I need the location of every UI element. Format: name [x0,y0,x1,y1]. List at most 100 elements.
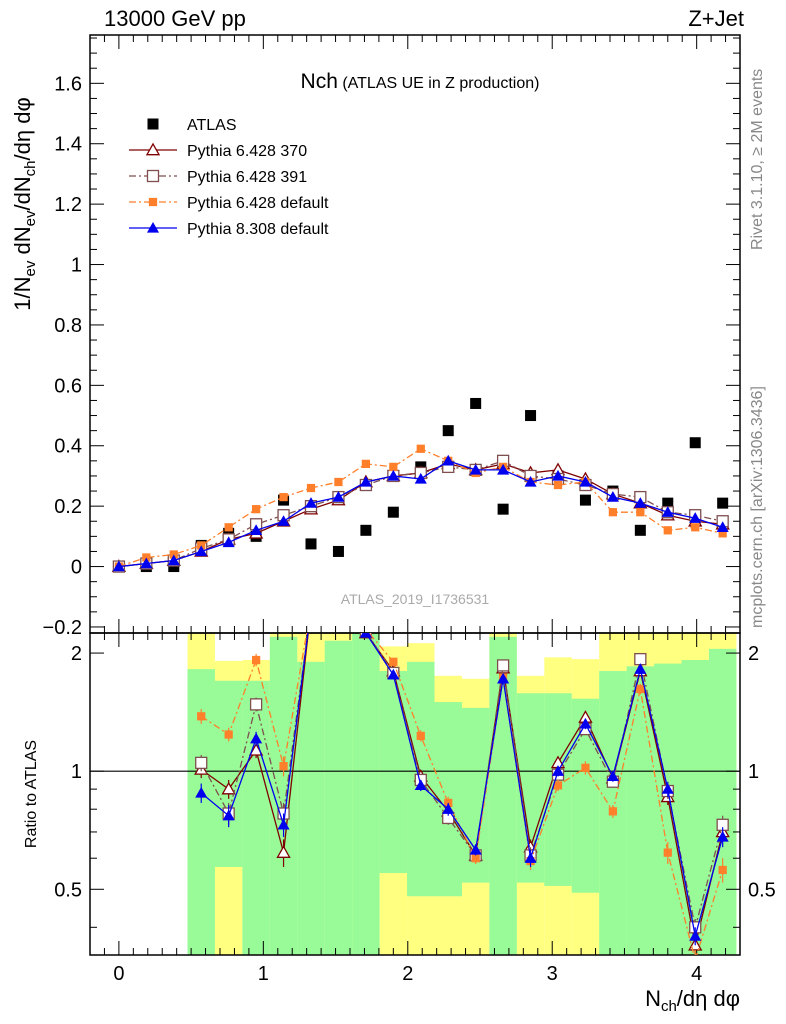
data-point [332,491,345,502]
data-point [251,505,261,514]
data-point [606,491,619,502]
ratio-data-point [361,633,371,634]
ratio-series-group [194,602,730,955]
legend: ATLAS Pythia 6.428 370 Pythia 6.428 391 Pyt… [129,117,329,238]
data-point [360,524,372,536]
ratio-data-point [221,781,236,795]
y-axis-label: 1/Nev dNev/dNch/dη dφ [10,97,39,310]
y-tick-label: 1.4 [54,134,82,156]
data-point [359,475,372,487]
plot-title: Nch (ATLAS UE in Z production) [301,70,540,93]
header-analysis: Z+Jet [688,6,744,31]
ratio-series-line [200,633,724,937]
x-tick-label: 3 [547,963,558,985]
ratio-data-point [359,633,372,638]
data-point [112,560,125,572]
ratio-data-point [276,845,291,858]
ratio-data-point [387,668,400,680]
ratio-data-point [306,603,317,614]
legend-label: Pythia 6.428 default [187,195,329,212]
ratio-y-tick-label-right: 2 [748,643,759,665]
data-point [551,469,565,481]
ratio-y-tick-label-left: 1 [71,761,82,783]
legend-label: Pythia 6.428 391 [187,169,307,186]
legend-marker [145,142,161,156]
legend-label: Pythia 8.308 default [187,221,329,238]
ratio-data-point [222,809,235,821]
data-point [334,477,343,487]
y-tick-label: 0.6 [54,375,82,397]
legend-marker [148,197,158,207]
data-point [305,538,317,550]
ratio-green-band [654,663,682,955]
data-point [469,463,482,475]
y-tick-label: 0.4 [54,436,82,458]
data-point [416,444,425,453]
ratio-data-point [718,865,727,875]
ratio-data-point [581,763,590,772]
ratio-data-point [551,765,565,776]
main-series-group [111,397,730,573]
ratio-green-band [489,636,517,955]
ratio-yellow-band [297,633,325,667]
ratio-data-point [496,659,510,672]
ratio-data-point [634,663,647,674]
ratio-data-point [606,770,619,782]
data-point [277,515,290,526]
ratio-data-point [689,929,702,941]
ratio-plot-frame [89,632,741,956]
ratio-data-point [469,843,482,855]
data-point [167,554,180,566]
ratio-data-point [553,781,563,790]
x-tick-label: 2 [402,963,413,985]
data-point [279,492,288,502]
ratio-data-point [307,604,315,612]
ratio-uncertainty-bands [187,633,737,955]
y-tick-label: 0.2 [54,496,82,518]
data-point [634,497,647,508]
data-point [306,483,316,493]
data-point [497,463,510,475]
analysis-watermark: ATLAS_2019_I1736531 [341,591,490,607]
ratio-data-point [579,717,592,729]
ratio-y-axis-label: Ratio to ATLAS [23,740,40,848]
y-tick-label: 1 [71,255,82,277]
ratio-data-point [524,852,537,863]
legend-label: Pythia 6.428 370 [187,143,307,160]
data-point [250,524,263,535]
data-point [442,425,454,437]
data-point [497,503,509,515]
data-point [304,497,318,508]
ratio-series-line [200,633,724,955]
ratio-green-band [681,660,709,955]
ratio-y-tick-label-left: 0.5 [54,879,82,901]
ratio-data-point [195,786,208,798]
ratio-green-band [297,661,325,955]
data-point [579,475,592,487]
data-point [332,545,344,557]
data-point [414,472,427,484]
ratio-y-tick-label-left: 2 [71,643,82,665]
ratio-data-point [305,602,317,613]
ratio-data-point [636,684,645,694]
series-4 [112,454,729,572]
ratio-green-band [379,671,408,874]
data-point [663,526,672,535]
x-axis-label: Nch/dη dφ [645,986,740,1015]
x-tick-label: 4 [691,963,702,985]
data-point [222,536,235,548]
ratio-data-point [663,848,672,857]
ratio-data-point [497,672,510,684]
y-tick-label: 1.6 [54,73,82,95]
data-point [716,521,729,532]
ratio-green-band [324,640,353,955]
data-point [718,529,727,538]
ratio-data-point [250,732,263,744]
ratio-y-tick-label-right: 1 [748,761,759,783]
data-point [387,469,400,481]
data-point [579,494,591,506]
y-tick-label: −0.2 [43,617,82,639]
ratio-data-point [661,783,674,794]
ratio-data-point [279,762,288,771]
